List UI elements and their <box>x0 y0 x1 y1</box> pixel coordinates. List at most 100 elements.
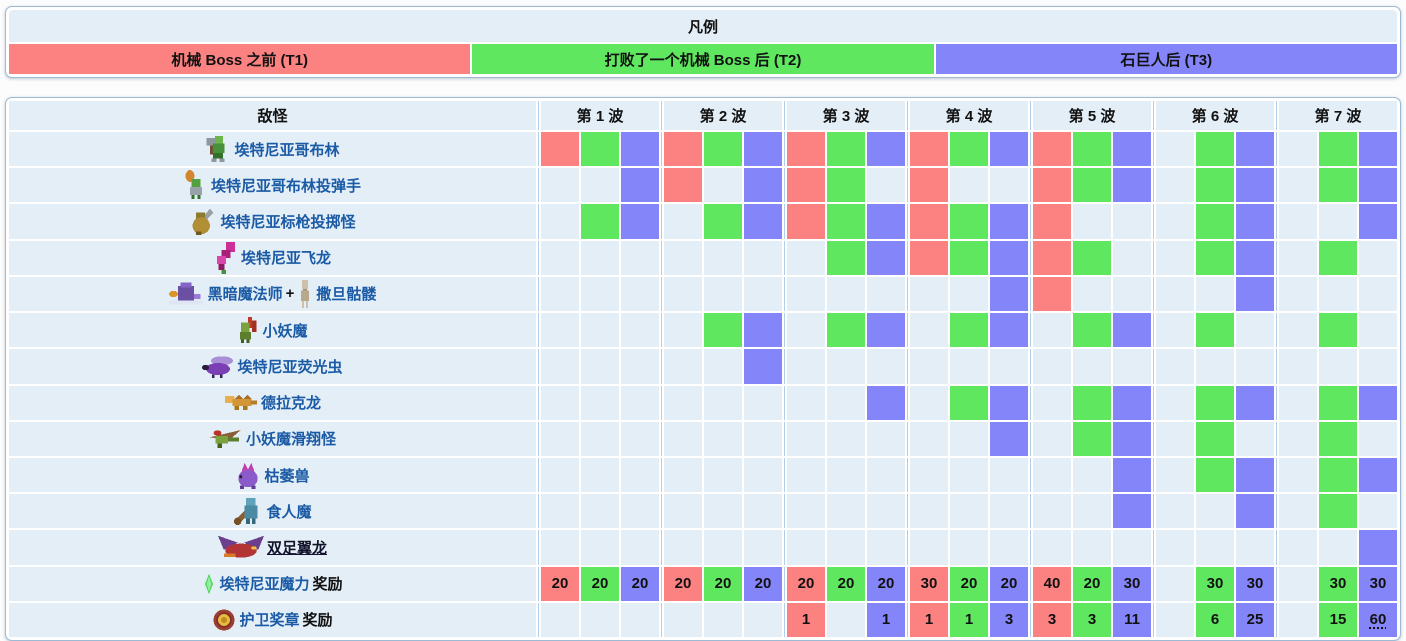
enemy-link[interactable]: 德拉克龙 <box>260 395 321 413</box>
tier-cell <box>704 421 742 456</box>
wave-7-cells <box>1276 204 1397 239</box>
tier-cell <box>1156 204 1194 239</box>
tier-cell <box>867 132 905 167</box>
tier-cell <box>1156 276 1194 312</box>
wave-3-cells <box>784 385 905 420</box>
wave-5-cells <box>1030 204 1151 239</box>
tier-cell <box>621 168 659 203</box>
wave-1-cells <box>538 349 659 384</box>
wave-7-cells <box>1276 168 1397 203</box>
tier-cell <box>1359 494 1397 529</box>
enemy-link[interactable]: 埃特尼亚哥布林投弹手 <box>210 177 361 195</box>
tier-cell <box>581 313 619 348</box>
table-row: 小妖魔滑翔怪 <box>9 421 1397 456</box>
tier-cell <box>1156 349 1194 384</box>
tier-cell <box>621 276 659 312</box>
enemy-link[interactable]: 埃特尼亚魔力 <box>219 576 310 594</box>
tier-cell <box>827 385 865 420</box>
wave-6-cells <box>1153 349 1274 384</box>
tier-cell: 40 <box>1033 566 1071 601</box>
tier-cell <box>704 349 742 384</box>
legend-title: 凡例 <box>9 10 1397 42</box>
table-row: 德拉克龙 <box>9 385 1397 420</box>
wave-6-cells <box>1153 494 1274 529</box>
legend-tier-3: 石巨人后 (T3) <box>935 44 1397 74</box>
enemy-link[interactable]: 埃特尼亚哥布林 <box>234 141 340 159</box>
tier-cell <box>1033 349 1071 384</box>
wave-5-cells <box>1030 494 1151 529</box>
enemy-link[interactable]: 埃特尼亚标枪投掷怪 <box>220 214 356 232</box>
tier-cell: 3 <box>1073 602 1111 638</box>
label-text: 奖励 <box>302 612 333 630</box>
tier-cell <box>1033 313 1071 348</box>
tier-cell <box>541 602 579 638</box>
wave-7-cells <box>1276 494 1397 529</box>
wave-4-cells <box>907 349 1028 384</box>
tier-cell <box>990 385 1028 420</box>
tier-cell <box>744 240 782 275</box>
wave-1-cells <box>538 132 659 167</box>
tier-cell <box>1113 313 1151 348</box>
tier-cell <box>787 385 825 420</box>
tier-cell <box>744 385 782 420</box>
tier-cell <box>1113 349 1151 384</box>
tier-cell <box>950 349 988 384</box>
enemy-link[interactable]: 食人魔 <box>266 503 312 521</box>
enemy-link[interactable]: 护卫奖章 <box>239 612 300 630</box>
enemy-label: 双足翼龙 <box>9 530 536 565</box>
tier-cell <box>867 313 905 348</box>
tier-cell <box>1156 132 1194 167</box>
enemy-link[interactable]: 双足翼龙 <box>266 540 327 558</box>
tier-cell <box>1359 204 1397 239</box>
enemy-link[interactable]: 埃特尼亚荧光虫 <box>237 358 343 376</box>
wave-6-cells <box>1153 385 1274 420</box>
tier-cell: 20 <box>867 566 905 601</box>
wave-2-cells <box>661 530 782 565</box>
tier-cell <box>1236 349 1274 384</box>
tier-cell <box>990 276 1028 312</box>
tier-cell <box>1196 421 1234 456</box>
tier-cell <box>581 530 619 565</box>
table-row: 埃特尼亚荧光虫 <box>9 349 1397 384</box>
tier-cell <box>950 313 988 348</box>
enemy-link[interactable]: 埃特尼亚飞龙 <box>240 250 331 268</box>
tier-cell <box>910 276 948 312</box>
wave-5-cells: 40 20 30 <box>1030 566 1151 601</box>
enemy-link[interactable]: 枯萎兽 <box>264 467 310 485</box>
tier-cell: 20 <box>704 566 742 601</box>
tier-cell: 11 <box>1113 602 1151 638</box>
wave-6-cells: 6 25 <box>1153 602 1274 638</box>
wave-1-cells <box>538 494 659 529</box>
table-row: 小妖魔 <box>9 313 1397 348</box>
tier-cell <box>950 385 988 420</box>
enemy-link[interactable]: 黑暗魔法师 <box>207 286 283 304</box>
tier-cell <box>1073 276 1111 312</box>
tier-cell <box>787 313 825 348</box>
wave-4-cells <box>907 168 1028 203</box>
defender-medal-icon <box>212 608 236 632</box>
tier-cell <box>787 530 825 565</box>
enemy-link[interactable]: 小妖魔滑翔怪 <box>245 431 336 449</box>
tier-cell <box>1073 457 1111 493</box>
tier-cell <box>787 240 825 275</box>
tier-cell <box>581 385 619 420</box>
enemy-link[interactable]: 小妖魔 <box>262 322 308 340</box>
wave-2-cells <box>661 494 782 529</box>
tier-cell <box>1279 240 1317 275</box>
tier-cell <box>1156 457 1194 493</box>
wave-3-cells <box>784 349 905 384</box>
tier-cell <box>1156 313 1194 348</box>
tier-cell <box>1113 240 1151 275</box>
wave-6-cells <box>1153 530 1274 565</box>
tier-cell <box>704 132 742 167</box>
etherian-javelin-thrower-icon <box>189 207 217 237</box>
tier-cell <box>1156 602 1194 638</box>
wave-7-cells <box>1276 240 1397 275</box>
enemy-link[interactable]: 撒旦骷髅 <box>316 286 377 304</box>
tier-cell <box>1073 494 1111 529</box>
tier-cell <box>541 494 579 529</box>
tier-cell: 20 <box>1073 566 1111 601</box>
tier-cell <box>541 240 579 275</box>
wave-2-cells <box>661 349 782 384</box>
tier-cell <box>744 313 782 348</box>
